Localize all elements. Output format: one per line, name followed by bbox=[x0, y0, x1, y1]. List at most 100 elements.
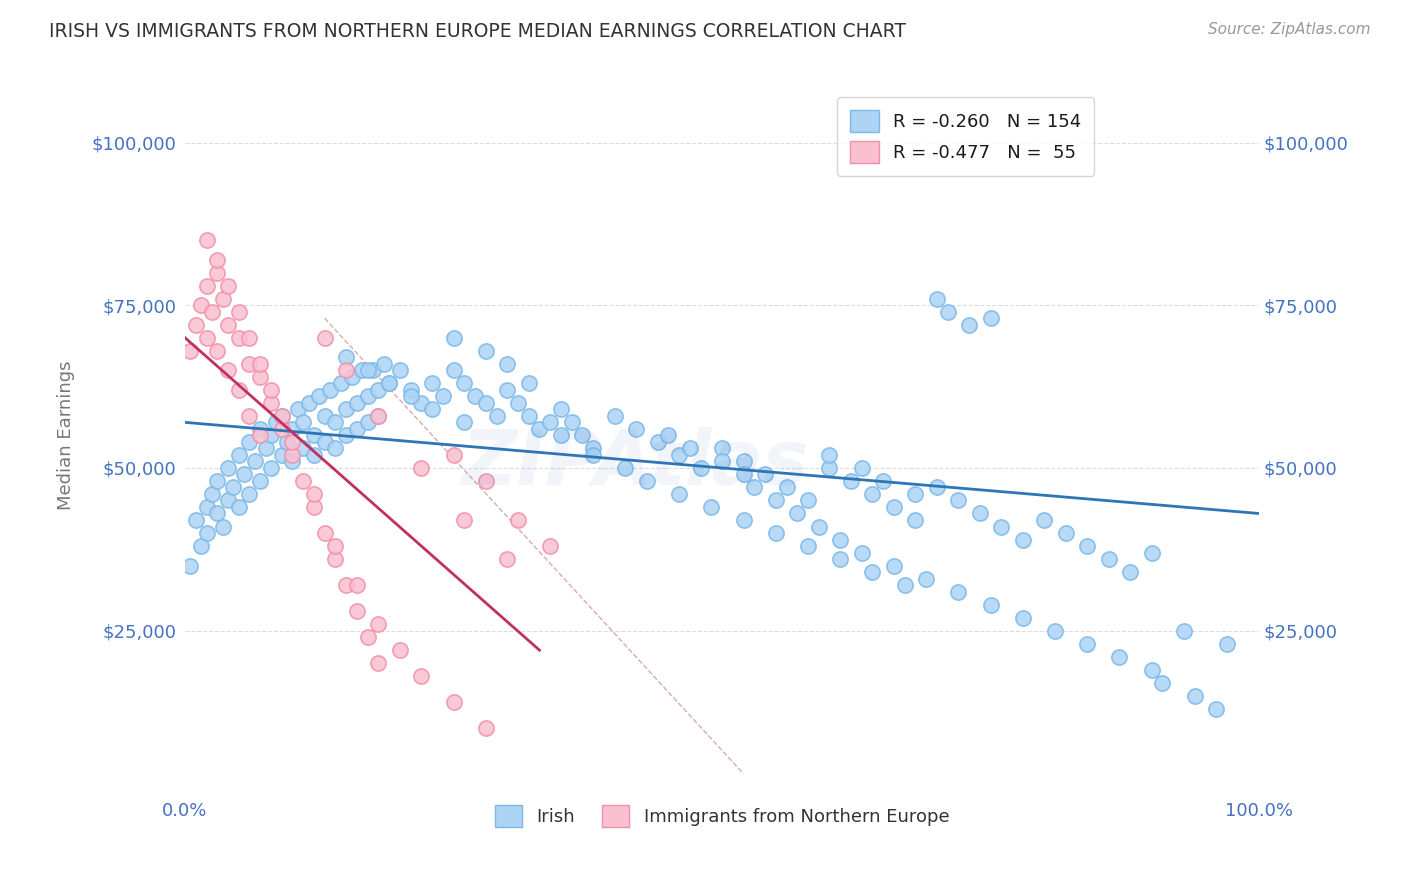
Point bbox=[308, 389, 330, 403]
Y-axis label: Median Earnings: Median Earnings bbox=[58, 360, 75, 510]
Point bbox=[217, 493, 239, 508]
Point bbox=[281, 422, 304, 436]
Point bbox=[1152, 675, 1174, 690]
Point bbox=[582, 442, 605, 456]
Point bbox=[281, 434, 304, 449]
Point bbox=[238, 487, 260, 501]
Point bbox=[325, 442, 347, 456]
Point bbox=[1011, 533, 1033, 547]
Point bbox=[550, 428, 572, 442]
Point bbox=[201, 304, 224, 318]
Point bbox=[883, 558, 905, 573]
Point bbox=[679, 442, 702, 456]
Point bbox=[207, 507, 229, 521]
Point bbox=[228, 383, 250, 397]
Point bbox=[904, 513, 927, 527]
Point bbox=[1098, 552, 1121, 566]
Point bbox=[411, 461, 433, 475]
Point bbox=[211, 292, 233, 306]
Point bbox=[765, 526, 787, 541]
Point bbox=[201, 487, 224, 501]
Point bbox=[292, 416, 315, 430]
Point bbox=[335, 363, 357, 377]
Point bbox=[453, 376, 475, 391]
Point bbox=[260, 383, 283, 397]
Point bbox=[538, 539, 561, 553]
Point bbox=[238, 357, 260, 371]
Point bbox=[818, 461, 841, 475]
Point bbox=[217, 318, 239, 332]
Point bbox=[367, 383, 389, 397]
Point bbox=[302, 428, 325, 442]
Point bbox=[195, 500, 218, 514]
Point bbox=[1216, 637, 1239, 651]
Point bbox=[217, 461, 239, 475]
Point bbox=[195, 278, 218, 293]
Point bbox=[980, 598, 1002, 612]
Point bbox=[346, 578, 368, 592]
Point bbox=[443, 363, 465, 377]
Point bbox=[207, 474, 229, 488]
Point bbox=[195, 526, 218, 541]
Point bbox=[830, 533, 852, 547]
Point bbox=[314, 526, 336, 541]
Point bbox=[184, 318, 207, 332]
Point bbox=[915, 572, 938, 586]
Point bbox=[249, 369, 271, 384]
Point bbox=[506, 396, 529, 410]
Point bbox=[851, 461, 873, 475]
Point bbox=[297, 396, 319, 410]
Point bbox=[222, 480, 245, 494]
Point bbox=[550, 402, 572, 417]
Point bbox=[711, 442, 734, 456]
Point bbox=[329, 376, 352, 391]
Point bbox=[190, 539, 212, 553]
Point bbox=[367, 409, 389, 423]
Point bbox=[807, 519, 830, 533]
Point bbox=[636, 474, 658, 488]
Point bbox=[711, 454, 734, 468]
Point bbox=[904, 487, 927, 501]
Point bbox=[980, 311, 1002, 326]
Point bbox=[249, 428, 271, 442]
Point bbox=[314, 331, 336, 345]
Point bbox=[948, 584, 970, 599]
Point bbox=[700, 500, 723, 514]
Point bbox=[190, 298, 212, 312]
Point bbox=[851, 545, 873, 559]
Point bbox=[238, 331, 260, 345]
Point bbox=[367, 617, 389, 632]
Point bbox=[254, 442, 277, 456]
Point bbox=[1173, 624, 1195, 638]
Point bbox=[335, 428, 357, 442]
Point bbox=[517, 376, 540, 391]
Point bbox=[292, 474, 315, 488]
Point bbox=[818, 448, 841, 462]
Point bbox=[411, 669, 433, 683]
Point bbox=[475, 474, 498, 488]
Point bbox=[432, 389, 454, 403]
Point bbox=[335, 402, 357, 417]
Point bbox=[420, 402, 443, 417]
Point bbox=[346, 396, 368, 410]
Point bbox=[228, 304, 250, 318]
Point bbox=[399, 383, 422, 397]
Point bbox=[260, 396, 283, 410]
Point bbox=[1205, 702, 1227, 716]
Point bbox=[325, 416, 347, 430]
Point bbox=[506, 513, 529, 527]
Point bbox=[496, 552, 519, 566]
Point bbox=[485, 409, 508, 423]
Point bbox=[571, 428, 593, 442]
Point bbox=[378, 376, 401, 391]
Point bbox=[582, 448, 605, 462]
Point bbox=[179, 343, 201, 358]
Point bbox=[453, 416, 475, 430]
Point bbox=[797, 539, 820, 553]
Point bbox=[228, 331, 250, 345]
Point bbox=[529, 422, 551, 436]
Point bbox=[862, 565, 884, 579]
Point bbox=[356, 363, 378, 377]
Point bbox=[388, 643, 411, 657]
Point bbox=[969, 507, 991, 521]
